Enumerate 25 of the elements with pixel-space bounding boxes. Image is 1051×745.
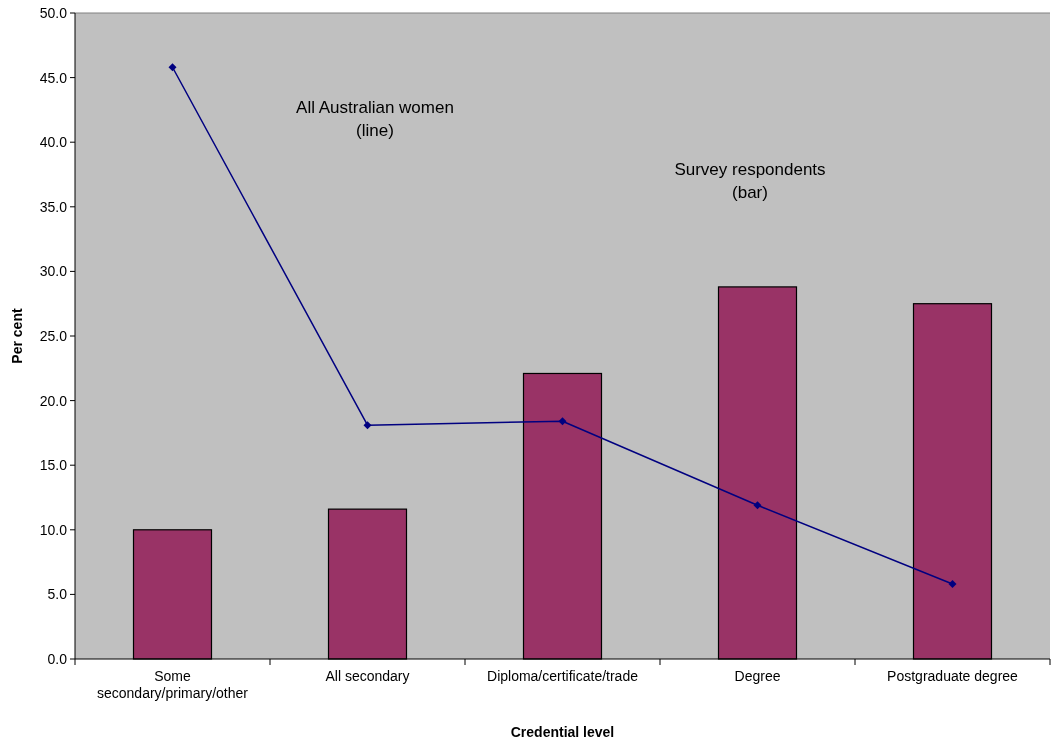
- point: [363, 421, 372, 430]
- y-tick-label: 50.0: [39, 4, 68, 21]
- y-tick-label: 10.0: [39, 521, 68, 538]
- annotation: All Australian women (line): [296, 98, 454, 140]
- y-tick-label: 45.0: [39, 69, 68, 86]
- x-tick-label: Postgraduate degree: [887, 668, 1019, 684]
- y-tick-label: 20.0: [39, 392, 68, 409]
- point: [168, 63, 177, 72]
- y-tick-label: 15.0: [39, 457, 68, 474]
- y-tick-label: 40.0: [39, 134, 68, 151]
- y-tick-label: 25.0: [39, 327, 68, 344]
- y-tick-label: 5.0: [47, 586, 68, 603]
- y-tick-label: 0.0: [47, 650, 68, 667]
- point: [753, 501, 762, 510]
- x-tick-label: All secondary: [325, 668, 410, 684]
- x-tick-label: Some secondary/primary/other: [97, 668, 249, 701]
- annotation: Survey respondents (bar): [674, 160, 826, 202]
- y-tick-label: 30.0: [39, 263, 68, 280]
- x-axis-title: Credential level: [510, 724, 615, 740]
- y-tick-label: 35.0: [39, 198, 68, 215]
- y-axis-title: Per cent: [9, 308, 25, 364]
- x-tick-label: Degree: [734, 668, 781, 684]
- point: [558, 417, 567, 426]
- point: [948, 580, 957, 589]
- x-tick-label: Diploma/certificate/trade: [487, 668, 639, 684]
